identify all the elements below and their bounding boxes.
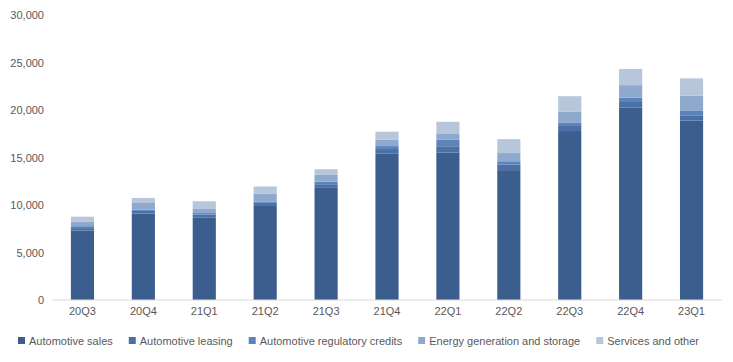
x-tick-label: 20Q3 [69,305,96,317]
bar-segment [375,140,398,147]
bar-segment [436,134,459,140]
bar-segment [254,203,277,206]
legend-label: Automotive leasing [140,335,233,347]
bar-segment [193,208,216,213]
bar-segment [619,102,642,108]
x-tick-label: 22Q4 [617,305,644,317]
y-tick [49,15,52,16]
x-axis-line [52,300,722,301]
y-tick [49,252,52,253]
bar-segment [619,85,642,97]
legend-label: Automotive sales [29,335,113,347]
x-tick-label: 20Q4 [130,305,157,317]
bar-segment [315,184,338,188]
bar-segment [436,140,459,146]
bar-segment [71,222,94,226]
x-tick-label: 22Q2 [495,305,522,317]
bar-segment [558,122,581,125]
bar-segment [436,146,459,152]
chart: 0 5,000 10,000 15,000 20,000 25,000 30,000 20Q3… [0,0,733,362]
bar-segment [619,108,642,300]
y-tick [49,62,52,63]
bar-segment [132,202,155,209]
bar-segment [680,121,703,300]
bar-segment [132,198,155,202]
x-tick-label: 21Q4 [374,305,401,317]
bar-segment [132,214,155,300]
bar-segment [680,78,703,95]
y-tick-label: 30,000 [10,9,44,21]
bar-segment [315,182,338,185]
bar-segment [315,169,338,175]
legend-label: Services and other [607,335,699,347]
bar-segment [132,211,155,214]
x-tick-label: 21Q1 [191,305,218,317]
bar-segment [497,170,520,300]
bar-segment [619,69,642,85]
bar-segment [680,115,703,120]
y-tick [49,300,52,301]
bar-segment [193,213,216,214]
bar-segment [375,132,398,140]
legend: Automotive sales Automotive leasing Automo… [18,335,699,347]
y-axis: 0 5,000 10,000 15,000 20,000 25,000 30,000 [10,9,52,306]
y-tick-label: 20,000 [10,104,44,116]
bar-segment [558,125,581,131]
y-tick-label: 0 [38,294,44,306]
bar-segment [315,188,338,300]
bar-segment [71,231,94,300]
y-tick-label: 25,000 [10,57,44,69]
y-tick [49,205,52,206]
bar-segment [497,139,520,153]
bar-segment [558,112,581,123]
bar-segment [193,217,216,300]
bar-segment [315,175,338,182]
bar-segment [193,215,216,218]
bar-segment [375,149,398,154]
bar-segment [558,131,581,300]
bar-segment [254,206,277,300]
bar-segment [680,110,703,115]
bar-segment [71,226,94,228]
x-tick-label: 23Q1 [678,305,705,317]
bar-segment [254,194,277,202]
bar-segment [254,186,277,193]
y-tick [49,110,52,111]
bar-segment [436,122,459,134]
y-tick-label: 15,000 [10,152,44,164]
bar-segment [619,98,642,102]
bar-segment [375,154,398,300]
legend-swatch [129,337,136,344]
legend-swatch [249,337,256,344]
legend-swatch [418,337,425,344]
bar-segment [497,165,520,171]
bar-segment [558,96,581,112]
legend-swatch [596,337,603,344]
bar-segment [254,201,277,202]
bar-segment [71,228,94,231]
bar-segment [436,153,459,300]
x-tick-label: 22Q3 [556,305,583,317]
bar-segment [497,161,520,164]
x-tick-label: 22Q1 [434,305,461,317]
bars [71,69,703,300]
bar-segment [497,153,520,161]
x-tick-label: 21Q2 [252,305,279,317]
bar-segment [193,201,216,208]
bar-segment [375,146,398,149]
y-tick-label: 10,000 [10,199,44,211]
x-axis: 20Q3 20Q4 21Q1 21Q2 21Q3 21Q4 22Q1 22Q2 22Q3 22Q4… [69,305,705,317]
bar-segment [680,96,703,111]
legend-swatch [18,337,25,344]
legend-label: Energy generation and storage [429,335,580,347]
x-tick-label: 21Q3 [313,305,340,317]
y-tick [49,157,52,158]
y-tick-label: 5,000 [16,247,44,259]
bar-segment [132,209,155,210]
bar-segment [71,217,94,222]
legend-label: Automotive regulatory credits [260,335,403,347]
